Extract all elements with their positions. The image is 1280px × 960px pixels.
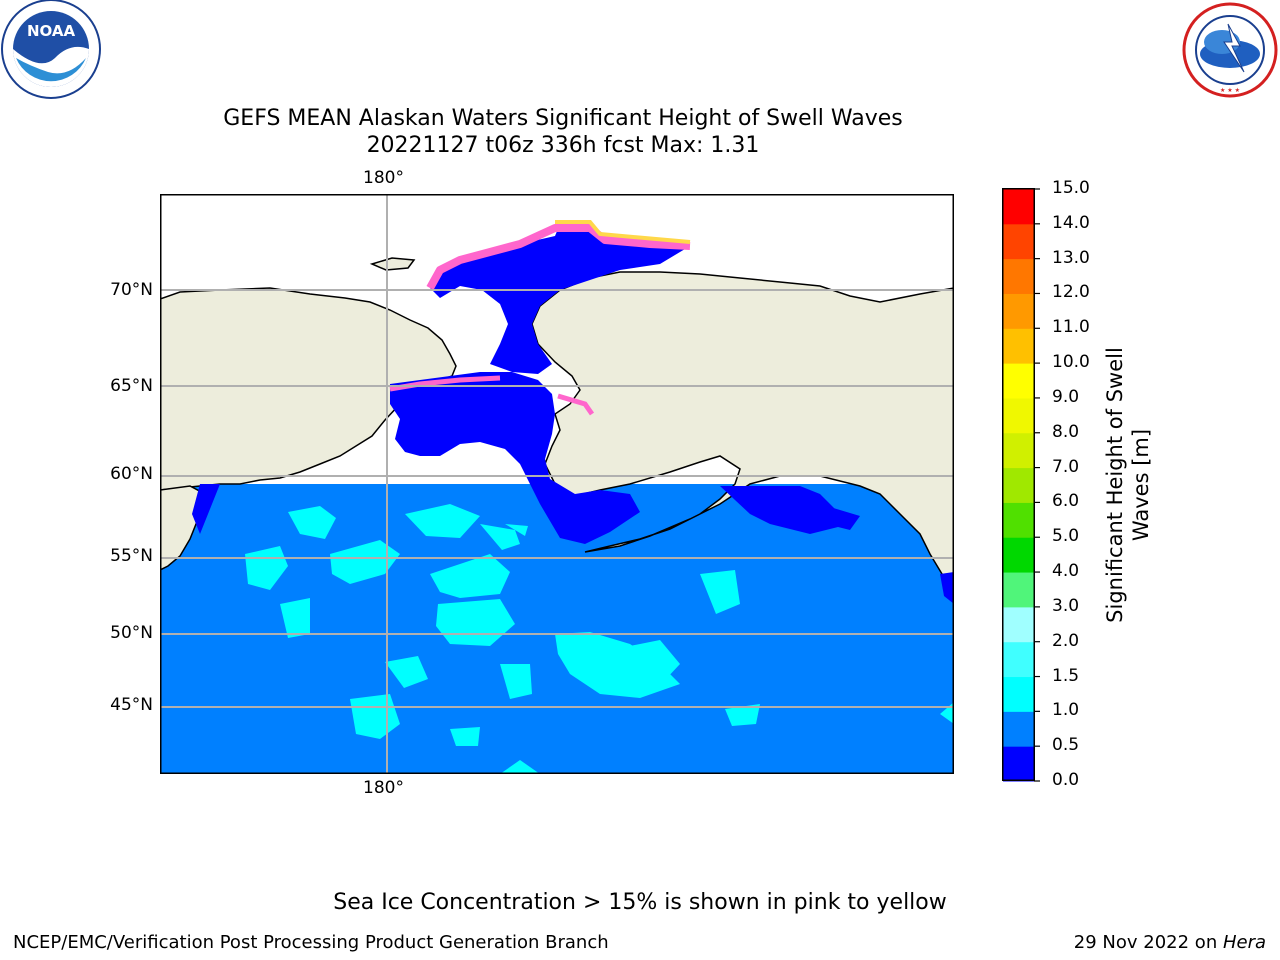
colorbar-tick-label: 2.0 xyxy=(1052,630,1080,651)
lat-label-60n: 60°N xyxy=(110,464,153,484)
lat-label-70n: 70°N xyxy=(110,280,153,300)
colorbar-label: Significant Height of Swell Waves [m] xyxy=(1103,347,1153,623)
swell-map xyxy=(160,194,954,774)
colorbar-swatch xyxy=(1003,467,1034,503)
colorbar-tick-label: 4.0 xyxy=(1052,561,1080,582)
chart-subtitle: 20221127 t06z 336h fcst Max: 1.31 xyxy=(366,133,760,158)
bering-low-swell xyxy=(390,372,640,544)
colorbar-tick-label: 14.0 xyxy=(1052,212,1090,233)
ice-edge-chukchi xyxy=(426,224,691,290)
colorbar-tick-label: 10.0 xyxy=(1052,352,1090,373)
colorbar-swatch xyxy=(1003,189,1034,225)
lat-label-50n: 50°N xyxy=(110,623,153,643)
colorbar-swatch xyxy=(1003,676,1034,712)
lon-label-top: 180° xyxy=(363,168,404,188)
colorbar-swatch xyxy=(1003,641,1034,678)
colorbar-tick-label: 7.0 xyxy=(1052,456,1080,477)
noaa-logo: NOAA xyxy=(1,0,101,99)
colorbar-swatch xyxy=(1003,328,1034,364)
colorbar-tick-label: 12.0 xyxy=(1052,282,1090,303)
colorbar-swatch xyxy=(1003,363,1034,399)
footer-credit: NCEP/EMC/Verification Post Processing Pr… xyxy=(13,932,609,953)
lat-label-45n: 45°N xyxy=(110,695,153,715)
swell-1-1.5m xyxy=(245,504,954,774)
map-frame xyxy=(160,194,954,774)
colorbar-tick-label: 9.0 xyxy=(1052,386,1080,407)
colorbar-tick-label: 1.5 xyxy=(1052,665,1080,686)
graticule xyxy=(160,194,954,774)
colorbar-swatch xyxy=(1003,537,1034,573)
colorbar-swatch xyxy=(1003,502,1034,538)
noaa-logo-text: NOAA xyxy=(27,22,76,40)
lat-label-55n: 55°N xyxy=(110,546,153,566)
colorbar-tick-label: 3.0 xyxy=(1052,595,1080,616)
colorbar-tick-label: 0.5 xyxy=(1052,735,1080,756)
colorbar-swatch xyxy=(1003,397,1034,434)
colorbar xyxy=(1002,188,1040,782)
colorbar-swatch xyxy=(1003,572,1034,608)
colorbar-tick-label: 5.0 xyxy=(1052,526,1080,547)
kamchatka-land xyxy=(160,485,206,571)
colorbar-swatch xyxy=(1003,432,1034,469)
colorbar-tick-label: 15.0 xyxy=(1052,178,1090,198)
colorbar-tick-label: 8.0 xyxy=(1052,421,1080,442)
colorbar-swatch xyxy=(1003,606,1034,643)
lat-label-65n: 65°N xyxy=(110,376,153,396)
colorbar-tick-label: 11.0 xyxy=(1052,317,1090,338)
colorbar-tick-label: 1.0 xyxy=(1052,700,1080,721)
colorbar-tick-label: 6.0 xyxy=(1052,491,1080,512)
colorbar-tick-label: 0.0 xyxy=(1052,770,1080,790)
chart-title: GEFS MEAN Alaskan Waters Significant Hei… xyxy=(223,106,903,131)
colorbar-swatch xyxy=(1003,293,1034,329)
colorbar-swatch xyxy=(1003,746,1034,782)
colorbar-tick-label: 13.0 xyxy=(1052,247,1090,268)
footer-date: 29 Nov 2022 on Hera xyxy=(1073,932,1266,953)
lon-label-bottom: 180° xyxy=(363,778,404,798)
colorbar-swatch xyxy=(1003,223,1034,260)
svg-text:★ ★ ★: ★ ★ ★ xyxy=(1220,87,1240,94)
chukchi-low-swell xyxy=(430,224,690,374)
sea-ice-note: Sea Ice Concentration > 15% is shown in … xyxy=(333,890,947,915)
colorbar-swatch xyxy=(1003,711,1034,747)
nws-logo: ★ ★ ★ xyxy=(1182,2,1278,98)
colorbar-swatch xyxy=(1003,258,1034,294)
